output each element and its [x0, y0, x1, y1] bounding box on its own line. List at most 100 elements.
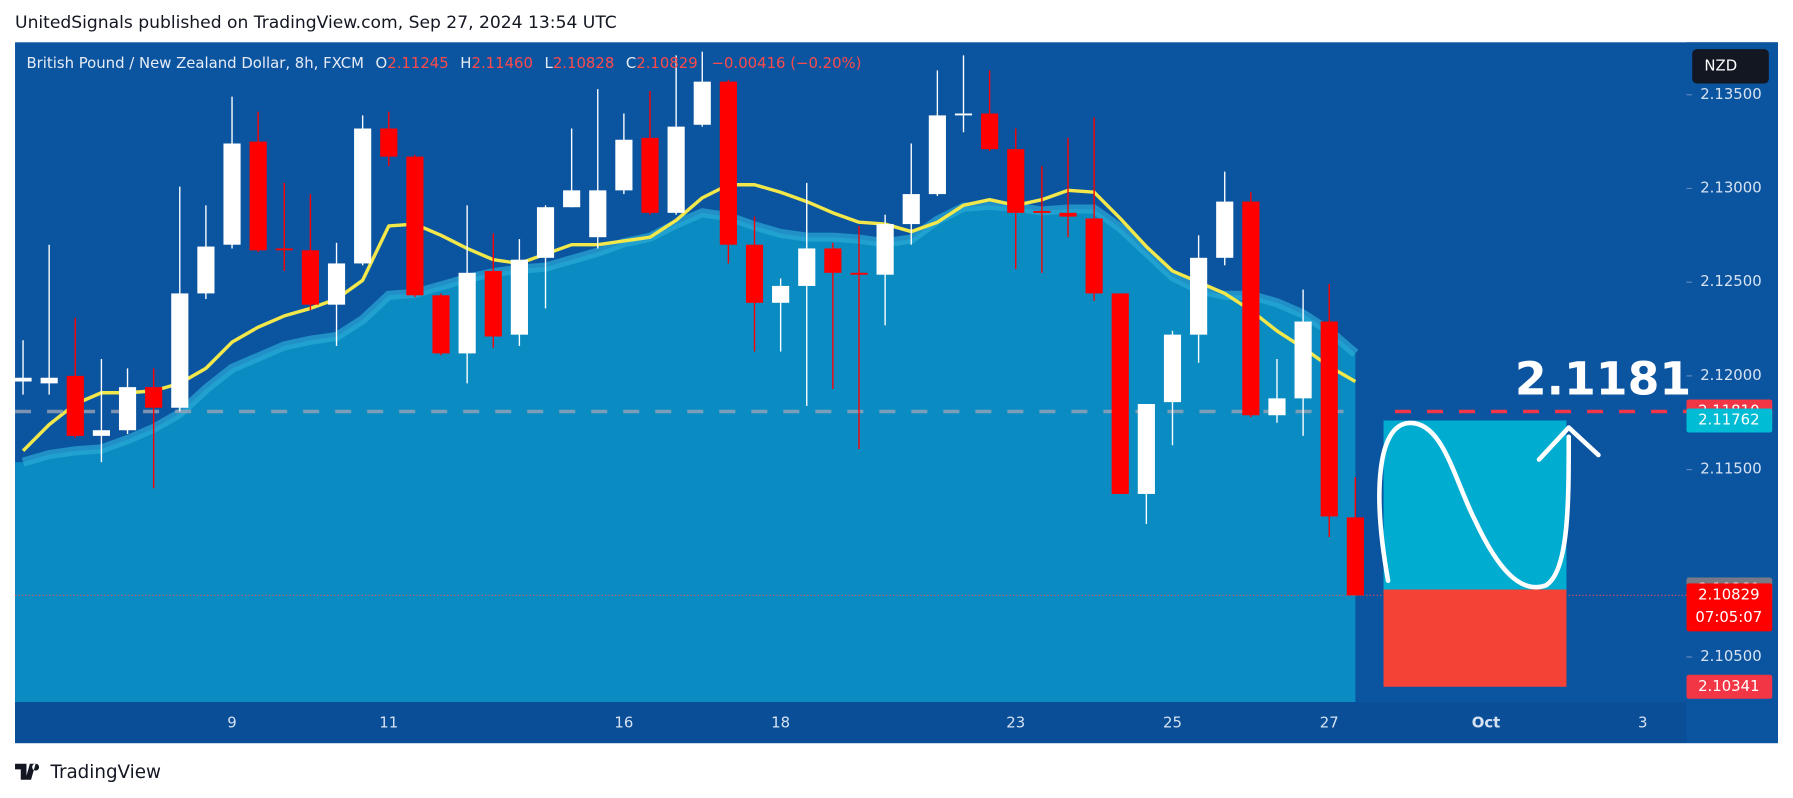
candle-body [536, 207, 555, 258]
candle-body [1163, 334, 1182, 403]
candle-body [667, 126, 685, 213]
candle-body [589, 190, 607, 238]
candle-body [824, 248, 842, 273]
target-zone [1383, 420, 1567, 590]
ohlc-value: 2.10828 [553, 54, 614, 72]
candle-body [1111, 293, 1129, 494]
candle-body [197, 246, 215, 294]
currency-label[interactable]: NZD [1704, 56, 1737, 74]
ohlc-value: 2.11460 [472, 54, 533, 72]
y-tick-label: 2.12000 [1700, 366, 1761, 384]
candle-body [745, 244, 764, 303]
candle-body [954, 113, 973, 116]
x-tick-label: 23 [1006, 714, 1025, 732]
candle-body [902, 194, 920, 225]
y-tick-label: 2.10500 [1700, 647, 1761, 665]
currency-badge[interactable] [1692, 49, 1769, 84]
candle-body [772, 285, 790, 303]
y-tick-label: 2.13500 [1700, 85, 1761, 103]
candle-body [118, 387, 137, 431]
symbol-legend: British Pound / New Zealand Dollar, 8h, … [26, 54, 861, 72]
countdown-label: 07:05:07 [1695, 608, 1762, 626]
candle-body [1137, 403, 1155, 494]
candle-body [40, 377, 58, 384]
candle-body [432, 295, 450, 354]
axes: 2.13500 2.13000 2.12500 2.12000 2.11500 2.105… [227, 85, 1773, 732]
x-tick-label: 9 [227, 714, 236, 732]
candle-body [798, 248, 816, 286]
candle-body [301, 250, 319, 305]
time-axis [15, 701, 1687, 744]
candle-body [406, 156, 424, 296]
indicator-area-edge [21, 200, 1359, 467]
candle-body [354, 128, 372, 264]
candle-body [615, 139, 633, 191]
x-tick-label: Oct [1472, 714, 1501, 732]
stop-zone [1383, 589, 1567, 687]
candle-body [1320, 321, 1338, 517]
price-tag-label: 2.11762 [1698, 410, 1759, 428]
candle-body [380, 128, 398, 157]
candle-body [275, 248, 293, 251]
price-tag-label: 2.10829 [1698, 585, 1759, 603]
candle-body [1346, 517, 1364, 596]
candle-body [1216, 201, 1234, 258]
moving-average [21, 183, 1357, 453]
x-tick-label: 27 [1320, 714, 1339, 732]
y-tick-label: 2.13000 [1700, 178, 1761, 196]
ohlc-value: 2.10829 [636, 54, 697, 72]
x-tick-label: 16 [614, 714, 633, 732]
overlay: 2.1181 [1377, 352, 1691, 590]
candle-body [1033, 210, 1051, 213]
price-tag [1686, 408, 1773, 433]
candle-body [981, 113, 999, 150]
candle-body [145, 387, 163, 408]
candle-body [92, 430, 110, 436]
price-tag [1686, 583, 1773, 632]
candle-body [15, 377, 32, 382]
publish-header: UnitedSignals published on TradingView.c… [15, 13, 617, 33]
brand-logo [15, 763, 40, 780]
candle-body [1007, 149, 1025, 213]
y-tick-label: 2.11500 [1700, 460, 1761, 478]
candle-body [641, 137, 659, 213]
candle-body [66, 375, 84, 436]
candle-body [484, 270, 502, 337]
ohlc-key: L [545, 54, 554, 72]
candle-body [1242, 201, 1260, 416]
ohlc-key: H [460, 54, 471, 72]
candle-body [719, 81, 737, 245]
arrow-head [1536, 425, 1601, 462]
ohlc-key: O [376, 54, 388, 72]
candle-body [1294, 321, 1312, 399]
candle-body [171, 293, 189, 408]
x-tick-label: 3 [1638, 714, 1647, 732]
candle-body [327, 263, 346, 305]
candle-body [928, 115, 946, 195]
candle-body [1085, 218, 1103, 294]
brand-name: TradingView [49, 762, 161, 783]
candle-body [1059, 212, 1077, 217]
x-tick-label: 18 [771, 714, 790, 732]
ohlc-key: C [626, 54, 636, 72]
price-tag-label: 2.10341 [1698, 677, 1759, 695]
candle-body [1190, 257, 1208, 335]
candle-body [876, 224, 894, 275]
ohlc-value: 2.11245 [387, 54, 448, 72]
plot [15, 51, 1687, 702]
forecast-arrow [1377, 420, 1572, 590]
candle-body [1268, 398, 1286, 416]
candle-body [693, 81, 711, 125]
change: −0.00416 (−0.20%) [712, 54, 862, 72]
price-axis [1686, 42, 1778, 744]
candle-body [249, 141, 267, 251]
symbol-name: British Pound / New Zealand Dollar, 8h, … [26, 54, 364, 72]
candle-body [510, 259, 528, 335]
x-tick-label: 25 [1163, 714, 1182, 732]
x-tick-label: 11 [379, 714, 398, 732]
candle-body [458, 272, 476, 354]
candle-body [850, 272, 868, 275]
candle-body [563, 190, 581, 208]
